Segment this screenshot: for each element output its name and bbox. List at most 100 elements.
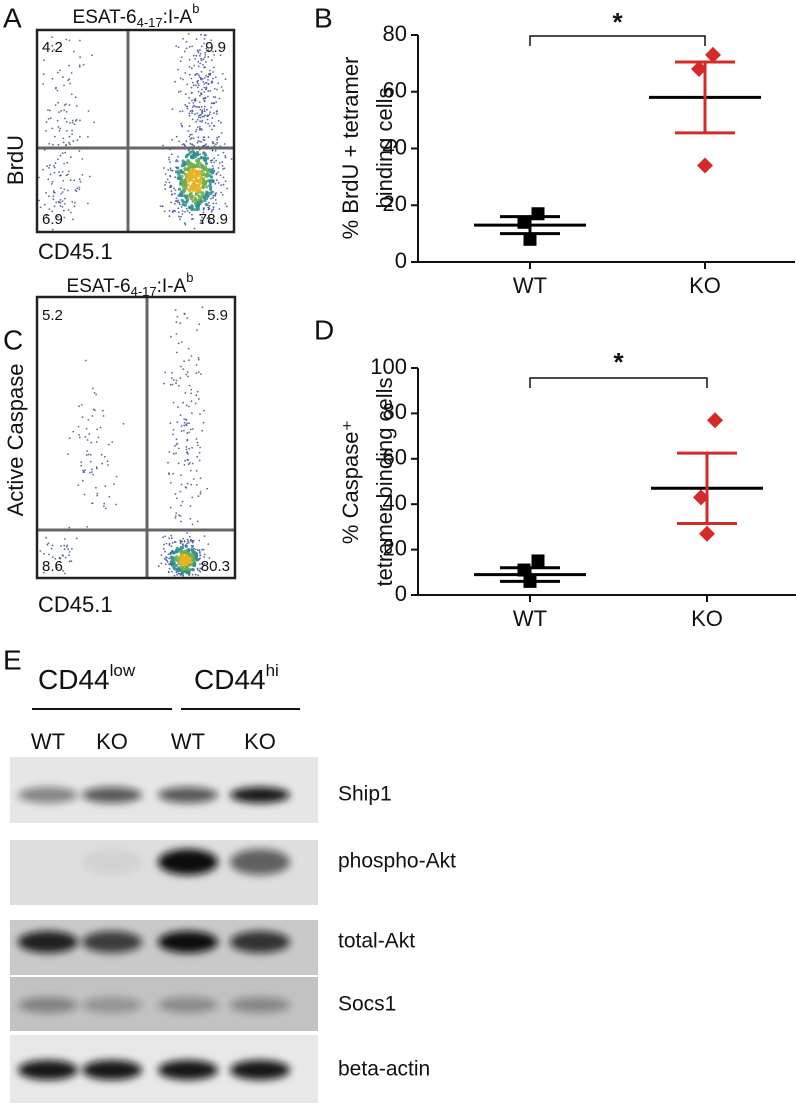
event-dot bbox=[168, 209, 171, 212]
significance-bracket bbox=[529, 35, 706, 46]
y-tick-label: 100 bbox=[370, 354, 407, 379]
event-dot bbox=[219, 174, 222, 177]
event-dot bbox=[74, 189, 77, 192]
event-dot bbox=[217, 171, 220, 174]
event-dot bbox=[206, 108, 208, 111]
event-dot bbox=[84, 436, 87, 438]
blot-band bbox=[82, 1060, 142, 1080]
event-dot bbox=[224, 202, 227, 205]
event-dot bbox=[59, 199, 62, 201]
event-dot bbox=[169, 175, 172, 178]
event-dot bbox=[175, 160, 177, 163]
event-dot bbox=[175, 135, 178, 138]
event-dot bbox=[188, 58, 191, 61]
event-dot bbox=[113, 483, 115, 485]
flow-plot bbox=[35, 295, 237, 580]
event-dot bbox=[191, 412, 193, 415]
event-dot bbox=[191, 109, 194, 112]
event-dot bbox=[51, 556, 54, 558]
event-dot bbox=[175, 45, 178, 47]
blot-band bbox=[82, 787, 142, 803]
event-dot bbox=[187, 130, 190, 133]
event-dot bbox=[206, 118, 209, 121]
event-dot bbox=[225, 205, 228, 208]
event-dot bbox=[42, 73, 45, 76]
event-dot bbox=[199, 493, 202, 495]
x-axis-label: CD45.1 bbox=[38, 592, 113, 617]
event-dot bbox=[48, 208, 51, 211]
event-dot bbox=[169, 383, 172, 386]
event-dot bbox=[108, 496, 111, 498]
event-dot bbox=[59, 154, 62, 157]
event-dot bbox=[196, 112, 199, 115]
event-dot bbox=[167, 461, 169, 464]
event-dot bbox=[203, 553, 206, 556]
event-dot bbox=[174, 541, 177, 543]
event-dot bbox=[183, 313, 186, 315]
event-dot bbox=[63, 162, 65, 165]
event-dot bbox=[214, 149, 217, 152]
event-dot bbox=[115, 475, 118, 478]
event-dot bbox=[70, 72, 73, 74]
event-dot bbox=[165, 181, 167, 184]
event-dot bbox=[81, 174, 84, 176]
event-dot bbox=[179, 515, 182, 517]
event-dot bbox=[198, 197, 202, 201]
event-dot bbox=[65, 545, 68, 548]
event-dot bbox=[178, 140, 181, 143]
event-dot bbox=[175, 197, 178, 200]
event-dot bbox=[67, 209, 70, 211]
event-dot bbox=[201, 115, 204, 118]
event-dot bbox=[213, 125, 216, 127]
event-dot bbox=[204, 54, 207, 56]
event-dot bbox=[209, 170, 213, 174]
event-dot bbox=[63, 548, 66, 551]
event-dot bbox=[78, 150, 81, 152]
event-dot bbox=[82, 471, 85, 474]
row-label: total-Akt bbox=[338, 930, 415, 953]
event-dot bbox=[190, 77, 193, 80]
event-dot bbox=[184, 459, 187, 462]
event-dot bbox=[212, 102, 215, 105]
significance-mark: * bbox=[612, 7, 623, 37]
event-dot bbox=[215, 179, 218, 182]
event-dot bbox=[205, 167, 209, 171]
event-dot bbox=[186, 107, 189, 110]
event-dot bbox=[205, 47, 208, 50]
event-dot bbox=[199, 49, 201, 51]
event-dot bbox=[189, 110, 192, 113]
event-dot bbox=[175, 452, 177, 455]
event-dot bbox=[43, 552, 45, 555]
event-dot bbox=[164, 535, 167, 538]
event-dot bbox=[181, 213, 184, 215]
event-dot bbox=[89, 460, 92, 463]
event-dot bbox=[210, 106, 212, 109]
event-dot bbox=[188, 553, 192, 558]
row-label: Socs1 bbox=[338, 993, 396, 1016]
event-dot bbox=[201, 429, 204, 432]
event-dot bbox=[180, 540, 182, 542]
title-part: ESAT-6 bbox=[67, 276, 131, 297]
event-dot bbox=[60, 192, 63, 195]
event-dot bbox=[203, 42, 206, 45]
event-dot bbox=[192, 84, 195, 87]
event-dot bbox=[188, 102, 191, 104]
event-dot bbox=[77, 425, 80, 428]
event-dot bbox=[190, 86, 193, 89]
event-dot bbox=[171, 541, 174, 544]
title-sup: b bbox=[186, 270, 193, 285]
event-dot bbox=[204, 56, 206, 59]
event-dot bbox=[76, 139, 79, 142]
event-dot bbox=[45, 191, 47, 194]
panel-label: E bbox=[3, 644, 22, 675]
event-dot bbox=[224, 180, 227, 183]
event-dot bbox=[198, 186, 202, 190]
event-dot bbox=[180, 520, 182, 523]
event-dot bbox=[202, 548, 205, 551]
event-dot bbox=[205, 87, 208, 90]
event-dot bbox=[186, 422, 189, 425]
event-dot bbox=[183, 540, 186, 542]
event-dot bbox=[164, 563, 167, 566]
plot-frame bbox=[35, 28, 236, 234]
